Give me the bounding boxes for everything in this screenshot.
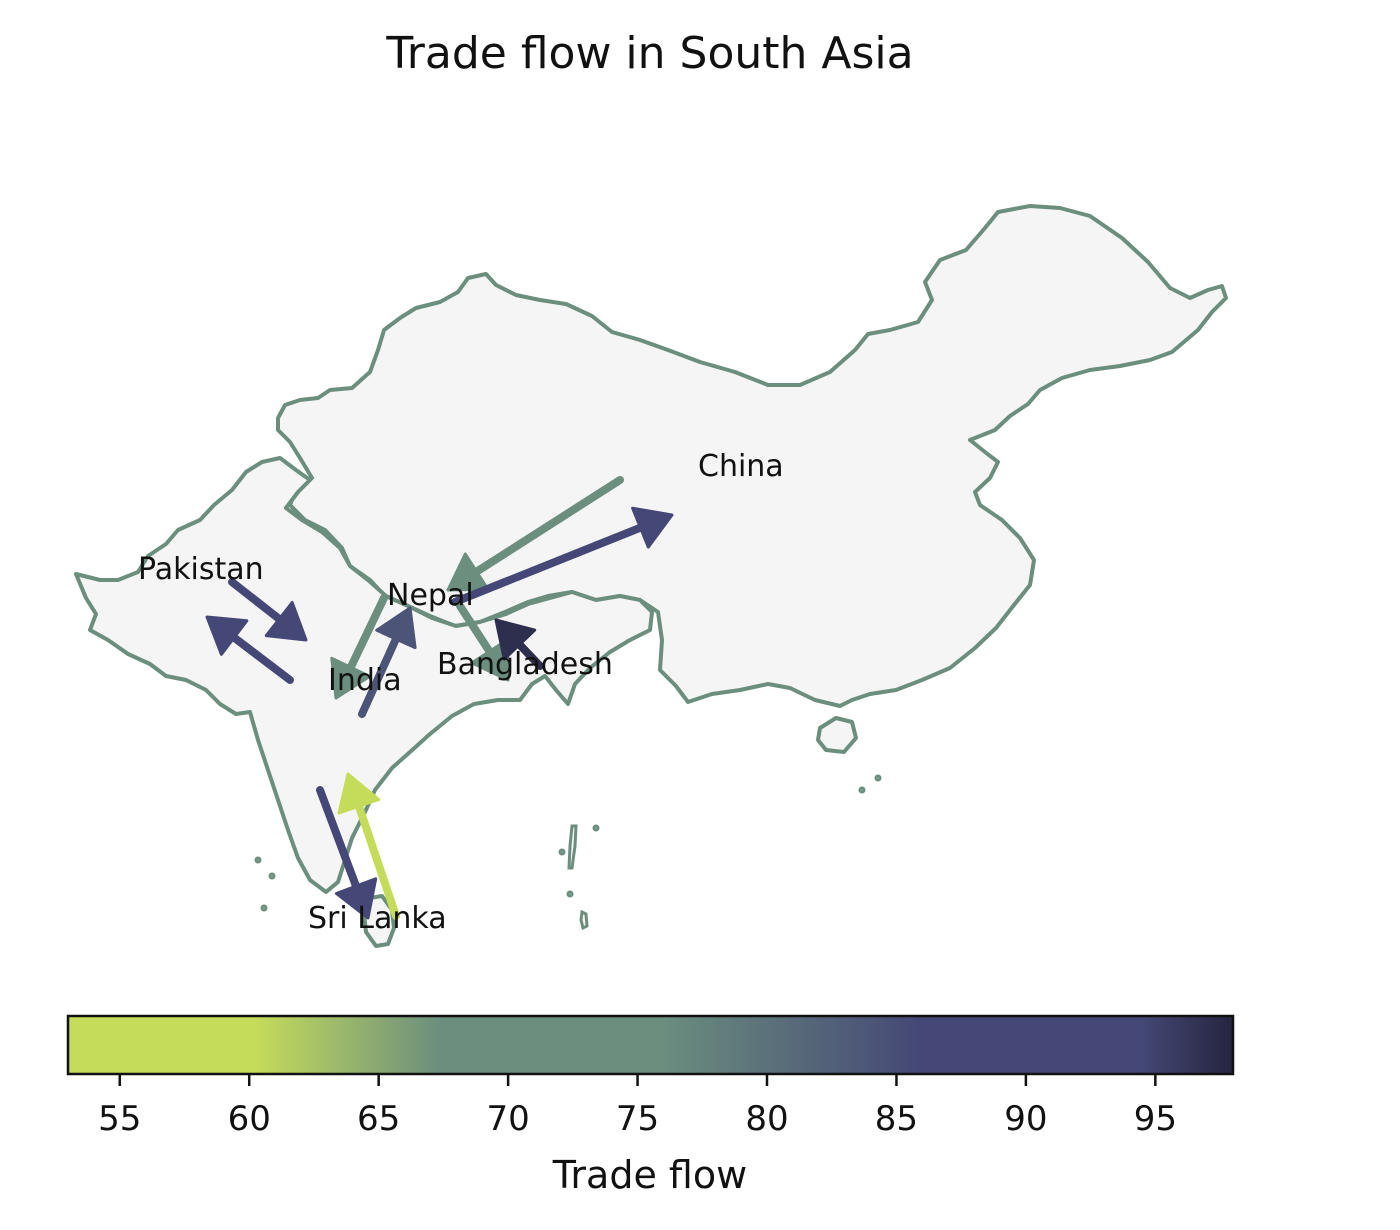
flow-arrow-shaft xyxy=(316,786,361,891)
colorbar-tick-label: 85 xyxy=(875,1099,918,1139)
trade-flow-arrows xyxy=(205,476,674,920)
flow-arrow-head xyxy=(264,601,308,642)
island-dot xyxy=(268,872,276,880)
flow-arrow-nepal-to-bangladesh xyxy=(456,602,510,682)
colorbar-tick-label: 90 xyxy=(1004,1099,1047,1139)
land-sri-lanka xyxy=(362,894,396,948)
island-dot xyxy=(874,774,882,782)
flow-arrow-sri-lanka-to-india xyxy=(337,772,400,920)
colorbar-tick-label: 80 xyxy=(745,1099,788,1139)
colorbar-tick-label: 60 xyxy=(228,1099,271,1139)
flow-arrow-nepal-to-china xyxy=(451,506,674,606)
flow-arrow-bangladesh-to-nepal xyxy=(494,618,544,670)
island-dot xyxy=(254,856,262,864)
flow-arrow-india-to-pakistan xyxy=(205,615,294,684)
flow-arrow-nepal-to-india xyxy=(330,594,388,700)
flow-arrow-shaft xyxy=(354,802,400,920)
flow-arrow-head xyxy=(494,618,537,661)
colorbar-tick-label: 95 xyxy=(1134,1099,1177,1139)
flow-arrow-head xyxy=(470,638,510,682)
map-title: Trade flow in South Asia xyxy=(385,28,913,79)
colorbar: 55 60 65 70 75 80 85 90 95 Trade flow xyxy=(66,1014,1235,1197)
flow-arrow-china-to-nepal xyxy=(446,476,624,592)
flow-arrow-head xyxy=(205,615,249,656)
country-labels: China Pakistan Nepal India Bangladesh Sr… xyxy=(138,449,784,936)
flow-arrow-shaft xyxy=(472,476,624,576)
flow-arrow-shaft xyxy=(228,578,284,624)
flow-arrow-pakistan-to-india xyxy=(228,578,308,642)
country-label-bangladesh: Bangladesh xyxy=(437,647,613,682)
island-dot xyxy=(592,824,600,832)
flow-arrow-india-to-sri-lanka xyxy=(316,786,378,920)
island-dot xyxy=(558,848,566,856)
flow-arrow-shaft xyxy=(346,594,388,672)
flow-arrow-head xyxy=(337,772,381,815)
flow-arrow-head xyxy=(330,656,372,700)
colorbar-tick-label: 70 xyxy=(486,1099,529,1139)
colorbar-tick-label: 75 xyxy=(616,1099,659,1139)
country-label-sri-lanka: Sri Lanka xyxy=(308,901,447,936)
island-dot xyxy=(566,890,574,898)
land-hainan xyxy=(816,716,858,754)
flow-arrow-head xyxy=(375,606,417,650)
flow-arrow-head xyxy=(334,877,378,920)
country-label-india: India xyxy=(328,663,402,698)
flow-arrow-head xyxy=(446,552,490,592)
country-label-china: China xyxy=(698,449,784,484)
flow-arrow-shaft xyxy=(230,633,294,684)
colorbar-tick-label: 65 xyxy=(357,1099,400,1139)
flow-arrow-india-to-nepal xyxy=(358,606,417,718)
flow-arrow-shaft xyxy=(358,634,400,718)
island-dot xyxy=(858,786,866,794)
flow-arrow-head xyxy=(631,506,674,549)
island-dot xyxy=(260,904,268,912)
colorbar-tick-label: 55 xyxy=(98,1099,141,1139)
colorbar-ticks: 55 60 65 70 75 80 85 90 95 xyxy=(98,1074,1177,1139)
flow-arrow-shaft xyxy=(456,602,494,656)
land-andaman xyxy=(567,824,578,870)
colorbar-label: Trade flow xyxy=(552,1153,747,1197)
country-label-nepal: Nepal xyxy=(387,578,474,613)
colorbar-gradient xyxy=(66,1014,1235,1076)
country-label-pakistan: Pakistan xyxy=(138,552,264,587)
flow-arrow-shaft xyxy=(515,640,544,670)
land-nicobar xyxy=(579,909,589,931)
flow-arrow-shaft xyxy=(451,523,645,606)
